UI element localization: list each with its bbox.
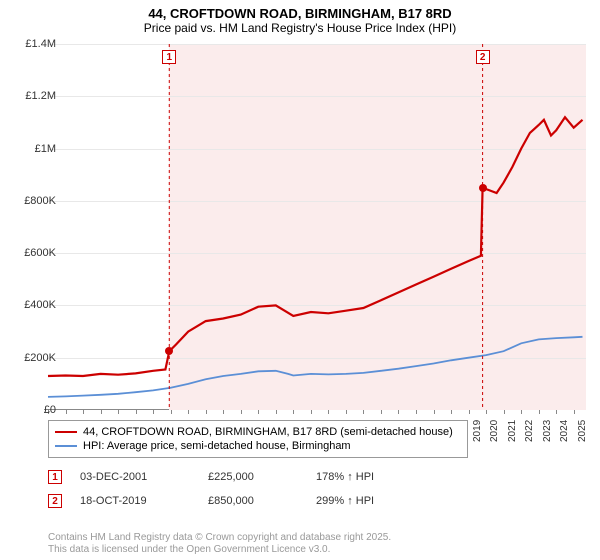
legend-swatch [55,431,77,434]
x-axis-label: 2020 [489,420,500,442]
x-axis-label: 2023 [542,420,553,442]
marker-badge: 1 [48,470,62,484]
x-tick [153,410,154,414]
x-tick [171,410,172,414]
x-tick [434,410,435,414]
y-axis-label: £600K [14,247,56,259]
transaction-hpi: 178% ↑ HPI [316,471,374,483]
data-point-dot [479,184,487,192]
data-point-dot [165,347,173,355]
y-axis-label: £200K [14,352,56,364]
x-tick [451,410,452,414]
transaction-row: 1 03-DEC-2001 £225,000 178% ↑ HPI [48,470,588,484]
x-tick [66,410,67,414]
transaction-row: 2 18-OCT-2019 £850,000 299% ↑ HPI [48,494,588,508]
y-axis-label: £400K [14,299,56,311]
transaction-date: 03-DEC-2001 [80,471,190,483]
x-tick [101,410,102,414]
x-tick [556,410,557,414]
marker-badge: 2 [476,50,490,64]
series-line-price_paid [48,117,583,376]
x-tick [136,410,137,414]
licence-line: This data is licensed under the Open Gov… [48,544,391,556]
x-tick [574,410,575,414]
x-axis-label: 2021 [507,420,518,442]
series-line-hpi [48,337,583,397]
chart: 12 [48,44,586,410]
y-axis-label: £1.4M [14,38,56,50]
x-tick [223,410,224,414]
y-axis-label: £1M [14,143,56,155]
x-tick [241,410,242,414]
legend-row: 44, CROFTDOWN ROAD, BIRMINGHAM, B17 8RD … [55,425,461,439]
x-tick [206,410,207,414]
x-tick [188,410,189,414]
x-tick [346,410,347,414]
x-tick [521,410,522,414]
x-tick [504,410,505,414]
legend-label: HPI: Average price, semi-detached house,… [83,440,351,452]
y-axis-label: £0 [14,404,56,416]
x-axis-label: 2024 [559,420,570,442]
x-tick [486,410,487,414]
legend-swatch [55,445,77,448]
y-axis-label: £1.2M [14,90,56,102]
x-tick [258,410,259,414]
page-subtitle: Price paid vs. HM Land Registry's House … [0,21,600,39]
x-tick [328,410,329,414]
transaction-date: 18-OCT-2019 [80,495,190,507]
transaction-price: £850,000 [208,495,298,507]
marker-badge: 1 [162,50,176,64]
x-tick [381,410,382,414]
x-tick [311,410,312,414]
x-tick [118,410,119,414]
legend-label: 44, CROFTDOWN ROAD, BIRMINGHAM, B17 8RD … [83,426,453,438]
x-tick [416,410,417,414]
x-axis-label: 2022 [524,420,535,442]
y-axis-label: £800K [14,195,56,207]
x-tick [293,410,294,414]
marker-badge: 2 [48,494,62,508]
x-tick [83,410,84,414]
transaction-price: £225,000 [208,471,298,483]
legend-row: HPI: Average price, semi-detached house,… [55,439,461,453]
x-tick [276,410,277,414]
transaction-hpi: 299% ↑ HPI [316,495,374,507]
legend: 44, CROFTDOWN ROAD, BIRMINGHAM, B17 8RD … [48,420,468,458]
licence-line: Contains HM Land Registry data © Crown c… [48,532,391,544]
x-tick [539,410,540,414]
x-tick [398,410,399,414]
x-axis-label: 2019 [472,420,483,442]
page-title: 44, CROFTDOWN ROAD, BIRMINGHAM, B17 8RD [0,0,600,21]
chart-lines [48,44,586,410]
licence-text: Contains HM Land Registry data © Crown c… [48,532,391,556]
x-tick [363,410,364,414]
x-axis-label: 2025 [577,420,588,442]
x-tick [469,410,470,414]
